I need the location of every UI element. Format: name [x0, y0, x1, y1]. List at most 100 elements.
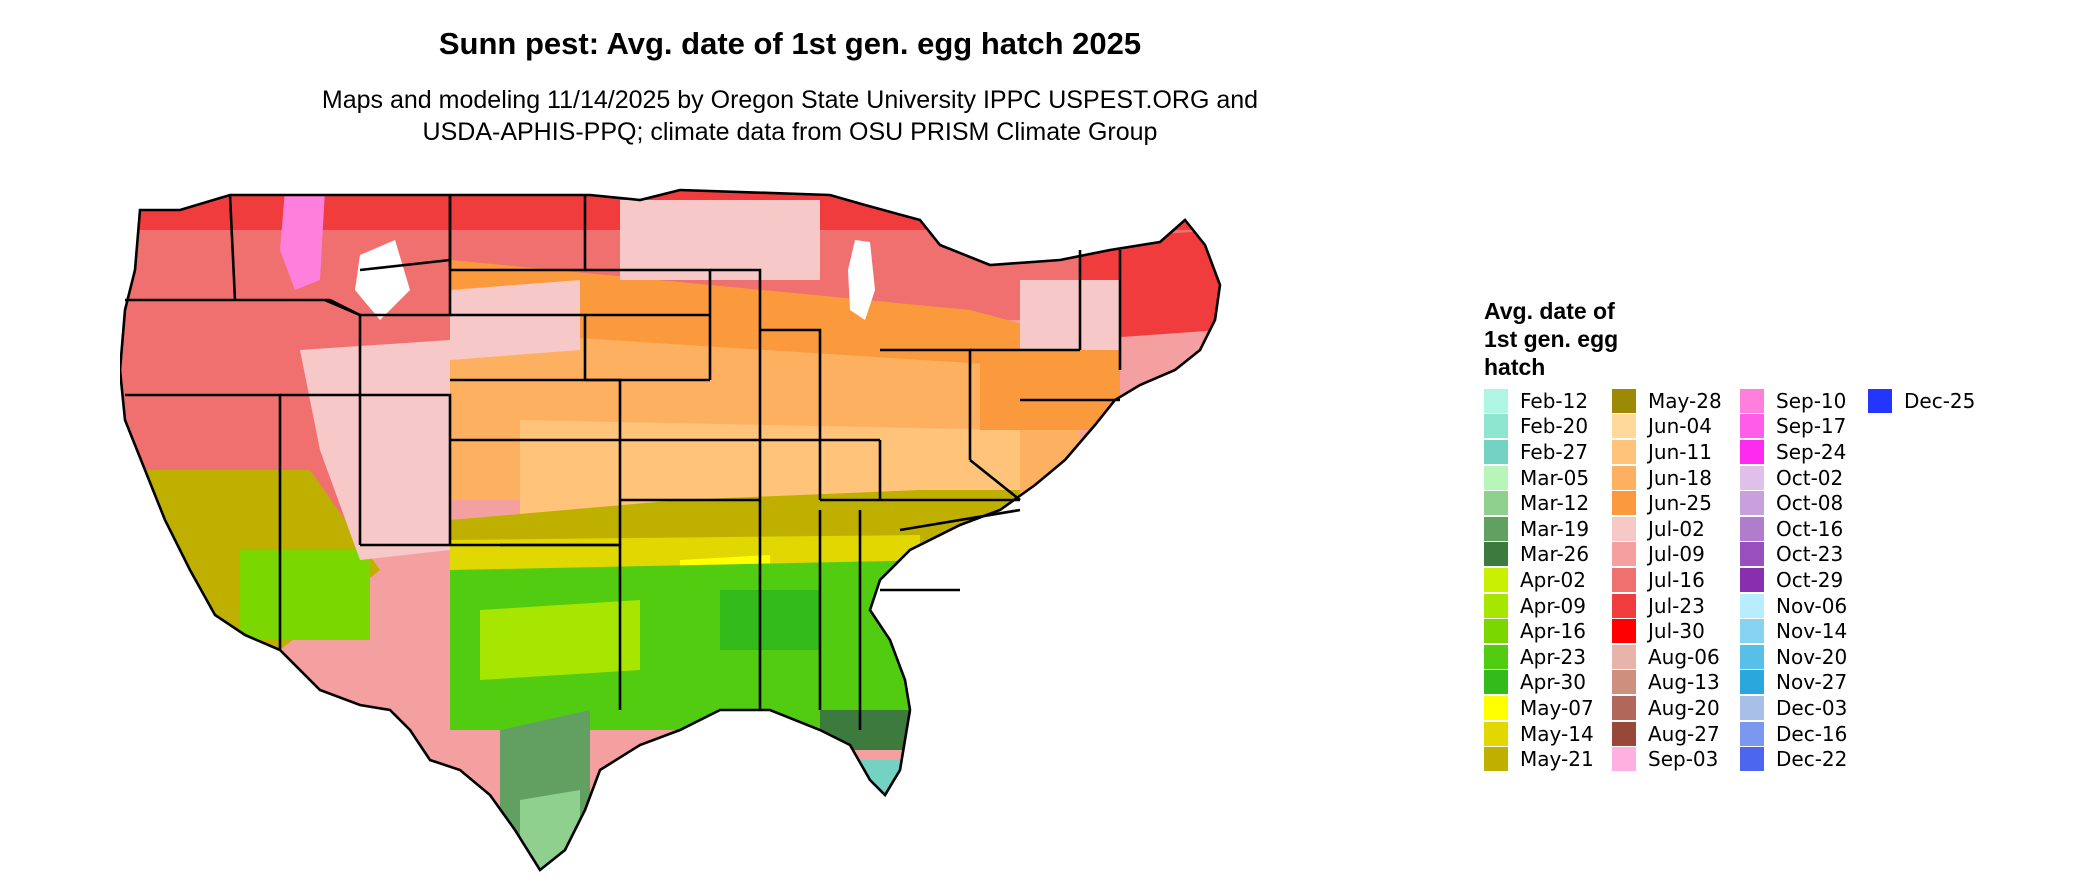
legend-label: Aug-13 — [1648, 670, 1720, 695]
legend-label: Oct-16 — [1776, 516, 1844, 541]
legend-item: Jun-25 — [1612, 490, 1722, 516]
legend-label: Jul-16 — [1648, 567, 1705, 592]
legend-item: Apr-16 — [1484, 618, 1594, 644]
legend-title-line-3: hatch — [1484, 354, 1546, 380]
legend-swatch — [1612, 439, 1636, 464]
legend-item: Nov-27 — [1740, 670, 1847, 696]
legend-label: Jul-30 — [1648, 619, 1705, 644]
legend-swatch — [1484, 619, 1508, 644]
legend-item: Nov-06 — [1740, 593, 1847, 619]
legend-label: May-14 — [1520, 721, 1594, 746]
legend-swatch — [1868, 388, 1892, 413]
state-boundaries — [120, 188, 1222, 872]
legend-label: Oct-29 — [1776, 567, 1844, 592]
legend-swatch — [1740, 644, 1764, 669]
legend-swatch — [1484, 542, 1508, 567]
legend-item: Aug-27 — [1612, 721, 1722, 747]
legend-item: May-07 — [1484, 695, 1594, 721]
zone-jul-02-north — [620, 200, 820, 280]
legend-item: May-21 — [1484, 746, 1594, 772]
zone-mountain-white — [355, 240, 410, 320]
zone-sw-pink — [320, 440, 450, 560]
legend-column: Dec-25 — [1868, 388, 1975, 414]
legend-swatch — [1740, 747, 1764, 772]
legend-swatch — [1740, 439, 1764, 464]
legend-swatch — [1740, 721, 1764, 746]
zone-mountain-pink — [280, 190, 325, 290]
legend-title: Avg. date of 1st gen. egg hatch — [1484, 297, 1704, 381]
legend-item: Mar-12 — [1484, 490, 1594, 516]
legend-swatch — [1740, 593, 1764, 618]
legend-item: Jun-11 — [1612, 439, 1722, 465]
legend-item: Jul-16 — [1612, 567, 1722, 593]
legend-label: Jun-18 — [1648, 465, 1712, 490]
legend-swatch — [1740, 388, 1764, 413]
legend-swatch — [1484, 670, 1508, 695]
legend-swatch — [1484, 644, 1508, 669]
legend-label: Nov-27 — [1776, 670, 1848, 695]
legend-item: Oct-02 — [1740, 465, 1847, 491]
legend-title-line-2: 1st gen. egg — [1484, 326, 1619, 352]
legend-label: Jul-23 — [1648, 593, 1705, 618]
legend-item: Sep-17 — [1740, 414, 1847, 440]
legend-column: Sep-10 Sep-17 Sep-24 Oct-02 Oct-08 Oct-16 Oct-… — [1740, 388, 1847, 772]
legend-item: Feb-27 — [1484, 439, 1594, 465]
legend-label: Sep-17 — [1776, 414, 1847, 439]
legend-label: Nov-20 — [1776, 644, 1848, 669]
legend-item: Jun-18 — [1612, 465, 1722, 491]
legend-item: Jul-23 — [1612, 593, 1722, 619]
legend-title-line-1: Avg. date of — [1484, 298, 1615, 324]
legend-item: Feb-20 — [1484, 414, 1594, 440]
subtitle-line-2: USDA-APHIS-PPQ; climate data from OSU PR… — [422, 118, 1158, 146]
legend-swatch — [1484, 388, 1508, 413]
legend-label: May-07 — [1520, 695, 1594, 720]
map-subtitle: Maps and modeling 11/14/2025 by Oregon S… — [0, 84, 1580, 148]
zone-northeast-pink — [1020, 280, 1120, 360]
legend-label: Apr-16 — [1520, 619, 1586, 644]
legend-label: Aug-06 — [1648, 644, 1720, 669]
legend-label: Mar-19 — [1520, 516, 1590, 541]
legend-item: May-28 — [1612, 388, 1722, 414]
zone-apr-30 — [720, 590, 820, 650]
legend-label: Aug-20 — [1648, 695, 1720, 720]
legend-swatch — [1612, 721, 1636, 746]
legend-item: Jun-04 — [1612, 414, 1722, 440]
legend-swatch — [1612, 516, 1636, 541]
legend-column: Feb-12 Feb-20 Feb-27 Mar-05 Mar-12 Mar-19 Mar-… — [1484, 388, 1594, 772]
legend-swatch — [1484, 567, 1508, 592]
legend-swatch — [1484, 721, 1508, 746]
legend-swatch — [1484, 414, 1508, 439]
legend-item: Apr-02 — [1484, 567, 1594, 593]
legend-item: Oct-29 — [1740, 567, 1847, 593]
legend-label: Dec-03 — [1776, 695, 1848, 720]
legend-label: Oct-08 — [1776, 491, 1844, 516]
legend-swatch — [1612, 644, 1636, 669]
legend-item: Apr-23 — [1484, 644, 1594, 670]
legend-label: Oct-02 — [1776, 465, 1844, 490]
legend-item: Mar-05 — [1484, 465, 1594, 491]
legend-swatch — [1612, 695, 1636, 720]
legend-column: May-28 Jun-04 Jun-11 Jun-18 Jun-25 Jul-02 Jul-… — [1612, 388, 1722, 772]
legend-label: Apr-09 — [1520, 593, 1586, 618]
legend-swatch — [1484, 491, 1508, 516]
legend-item: Dec-25 — [1868, 388, 1975, 414]
legend-item: Jul-02 — [1612, 516, 1722, 542]
legend-item: Feb-12 — [1484, 388, 1594, 414]
legend-label: Apr-23 — [1520, 644, 1586, 669]
legend-swatch — [1612, 414, 1636, 439]
legend-swatch — [1612, 670, 1636, 695]
zone-feb-27-florida — [850, 760, 920, 870]
legend-label: Jul-02 — [1648, 516, 1705, 541]
legend-item: Mar-19 — [1484, 516, 1594, 542]
legend-label: Feb-12 — [1520, 388, 1589, 413]
legend-swatch — [1740, 491, 1764, 516]
legend-item: Dec-22 — [1740, 746, 1847, 772]
legend-label: May-21 — [1520, 747, 1594, 772]
legend-label: Dec-25 — [1904, 388, 1976, 413]
legend-label: Dec-16 — [1776, 721, 1848, 746]
legend-label: Nov-06 — [1776, 593, 1848, 618]
legend-label: Apr-30 — [1520, 670, 1586, 695]
legend-item: Jul-09 — [1612, 542, 1722, 568]
legend-item: Sep-24 — [1740, 439, 1847, 465]
legend-swatch — [1612, 593, 1636, 618]
